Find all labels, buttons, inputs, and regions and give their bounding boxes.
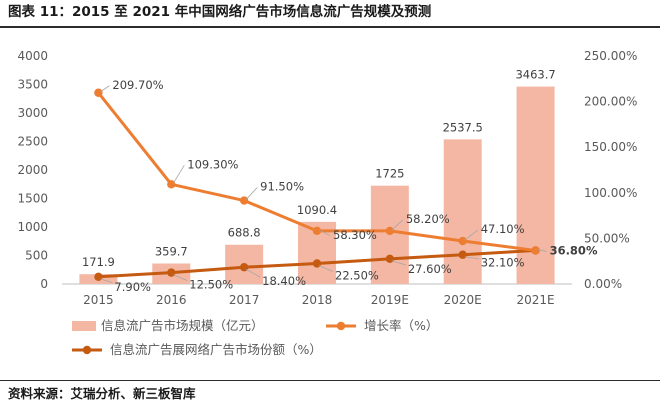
- share-leader-line: [173, 274, 188, 281]
- bar-value-label: 359.7: [155, 244, 188, 258]
- share-leader-line: [245, 268, 261, 278]
- right-y-tick-label: 250.00%: [584, 49, 637, 63]
- title-divider: [0, 26, 660, 28]
- source-note: 资料来源：艾瑞分析、新三板智库: [8, 386, 196, 401]
- share-value-label: 27.60%: [408, 262, 452, 276]
- growth-value-label: 209.70%: [112, 78, 163, 92]
- right-y-tick-label: 200.00%: [584, 95, 637, 109]
- axes: 0 500 1000 1500 2000 2500 3000 3500 4000 0.00% 50.…: [17, 49, 637, 307]
- bar-value-label: 171.9: [82, 255, 115, 269]
- growth-value-label: 36.80%: [550, 243, 598, 257]
- x-tick-label: 2016: [156, 293, 187, 307]
- left-y-tick-label: 500: [25, 249, 48, 263]
- bar-value-label: 3463.7: [515, 68, 555, 82]
- growth-leader-line: [537, 249, 547, 252]
- source-divider: [0, 380, 660, 381]
- share-point: [312, 259, 322, 268]
- left-y-tick-label: 3000: [17, 106, 48, 120]
- x-tick-label: 2017: [229, 293, 260, 307]
- share-point: [94, 272, 103, 281]
- bar: [443, 139, 482, 284]
- left-y-tick-label: 0: [40, 277, 48, 291]
- share-value-label: 32.10%: [481, 256, 525, 270]
- growth-value-label: 58.20%: [406, 212, 450, 226]
- share-point: [167, 268, 176, 277]
- growth-value-label: 91.50%: [260, 180, 304, 194]
- growth-value-label: 47.10%: [481, 222, 525, 236]
- growth-point: [94, 88, 103, 97]
- bar-value-label: 1725: [375, 167, 404, 181]
- bar-value-label: 688.8: [228, 226, 261, 240]
- growth-leader-line: [391, 219, 404, 231]
- growth-leader-line: [318, 229, 331, 237]
- growth-leader-line: [100, 85, 110, 93]
- growth-leader-line: [464, 229, 478, 241]
- data-labels: 171.9 359.7 688.8 1090.4 1725 2537.5 3463.7 209…: [82, 68, 598, 294]
- legend-marker-share: [82, 345, 92, 355]
- line-series: [94, 88, 540, 281]
- right-y-tick-label: 100.00%: [584, 186, 637, 200]
- legend: 信息流广告市场规模（亿元） 增长率（%） 信息流广告展网络广告市场份额（%）: [72, 318, 438, 357]
- chart: 0 500 1000 1500 2000 2500 3000 3500 4000 0.00% 50.…: [17, 49, 637, 357]
- x-tick-label: 2018: [302, 293, 333, 307]
- legend-label-bar: 信息流广告市场规模（亿元）: [101, 318, 264, 333]
- left-y-tick-label: 3500: [17, 78, 48, 92]
- legend-marker-growth: [336, 321, 346, 331]
- share-leader-line: [464, 256, 479, 260]
- x-tick-label: 2019E: [371, 293, 409, 307]
- bar-value-label: 1090.4: [297, 203, 337, 217]
- growth-point: [239, 196, 249, 205]
- bar-series: [79, 86, 555, 285]
- left-y-tick-label: 1000: [17, 220, 48, 234]
- left-y-tick-label: 4000: [17, 49, 48, 63]
- legend-label-share: 信息流广告展网络广告市场份额（%）: [110, 342, 322, 357]
- left-y-tick-label: 2000: [17, 163, 48, 177]
- x-tick-label: 2015: [83, 293, 114, 307]
- legend-swatch-bar: [72, 321, 96, 331]
- bar-value-label: 2537.5: [443, 120, 483, 134]
- right-y-tick-label: 50.00%: [584, 231, 630, 245]
- share-value-label: 12.50%: [189, 278, 233, 292]
- growth-value-label: 58.30%: [333, 228, 377, 242]
- share-value-label: 22.50%: [335, 268, 379, 282]
- share-leader-line: [391, 260, 406, 266]
- chart-title: 图表 11：2015 至 2021 年中国网络广告市场信息流广告规模及预测: [8, 4, 432, 20]
- growth-point: [385, 226, 395, 236]
- x-tick-label: 2020E: [444, 293, 482, 307]
- growth-point: [167, 180, 176, 189]
- right-y-tick-label: 150.00%: [584, 140, 637, 154]
- share-value-label: 7.90%: [114, 280, 151, 294]
- left-y-tick-label: 2500: [17, 135, 48, 149]
- growth-leader-line: [172, 165, 185, 184]
- growth-point: [531, 246, 540, 255]
- growth-point: [458, 236, 467, 246]
- legend-label-growth: 增长率（%）: [364, 318, 438, 333]
- share-point: [458, 250, 467, 259]
- left-y-tick-label: 1500: [17, 192, 48, 206]
- share-leader-line: [318, 265, 334, 272]
- share-value-label: 18.40%: [262, 274, 306, 288]
- growth-point: [312, 226, 322, 236]
- growth-leader-line: [245, 187, 258, 200]
- share-leader-line: [100, 278, 113, 284]
- share-point: [385, 254, 395, 264]
- growth-value-label: 109.30%: [187, 157, 238, 171]
- right-y-tick-label: 0.00%: [584, 277, 622, 291]
- x-tick-label: 2021E: [517, 293, 555, 307]
